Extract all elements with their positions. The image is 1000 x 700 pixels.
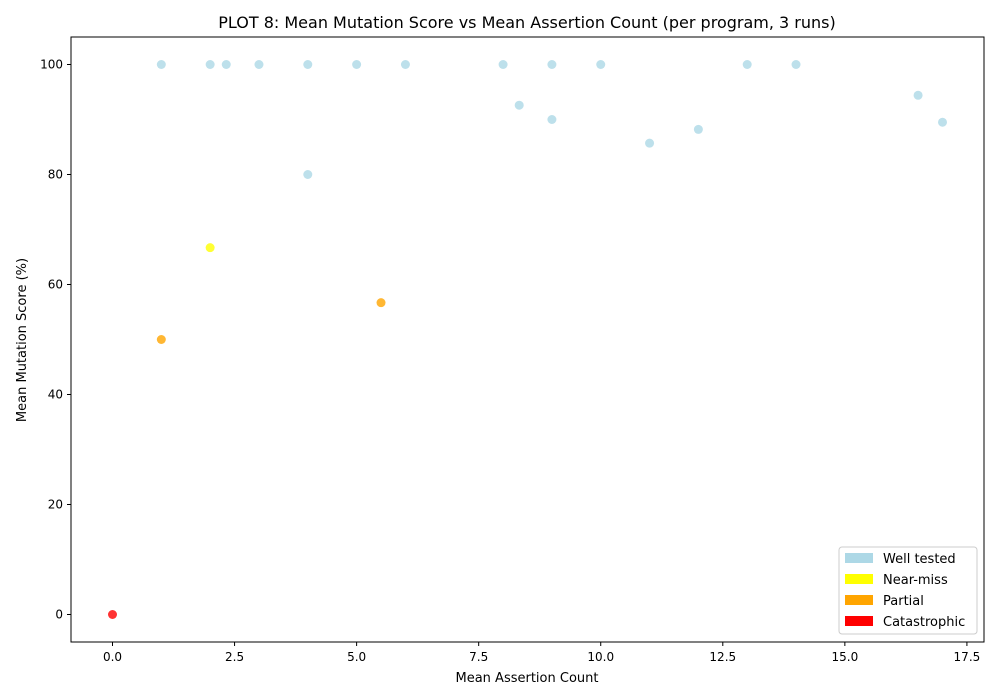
data-point bbox=[108, 610, 117, 619]
data-point bbox=[514, 100, 524, 110]
plot-area-frame bbox=[70, 36, 985, 643]
data-point bbox=[221, 60, 231, 69]
legend-swatch bbox=[845, 574, 873, 584]
y-tick-label: 40 bbox=[48, 388, 63, 402]
legend-swatch bbox=[845, 595, 873, 605]
chart-title: PLOT 8: Mean Mutation Score vs Mean Asse… bbox=[218, 13, 835, 32]
data-point bbox=[596, 60, 606, 69]
data-point bbox=[938, 117, 947, 127]
x-axis: 0.0 2.5 5.0 7.5 10.0 12.5 15.0 17.5 bbox=[103, 642, 980, 664]
data-point bbox=[352, 60, 362, 69]
data-point bbox=[791, 60, 801, 69]
data-point bbox=[205, 243, 215, 253]
legend-swatch bbox=[845, 616, 873, 626]
data-point bbox=[156, 60, 166, 69]
x-tick-label: 7.5 bbox=[469, 650, 488, 664]
x-tick-label: 10.0 bbox=[587, 650, 614, 664]
data-point bbox=[303, 60, 313, 69]
data-point bbox=[205, 60, 215, 69]
legend: Well tested Near-miss Partial Catastrophic bbox=[838, 546, 978, 635]
y-axis: 0 20 40 60 80 100 bbox=[40, 58, 71, 622]
y-tick-label: 100 bbox=[40, 58, 63, 72]
x-tick-label: 15.0 bbox=[831, 650, 858, 664]
data-point bbox=[547, 60, 557, 69]
data-point bbox=[254, 60, 264, 69]
x-tick-label: 0.0 bbox=[103, 650, 122, 664]
x-axis-title: Mean Assertion Count bbox=[456, 671, 599, 686]
x-tick-label: 5.0 bbox=[347, 650, 366, 664]
data-point bbox=[400, 60, 410, 69]
data-point bbox=[303, 170, 313, 179]
data-point bbox=[913, 90, 923, 100]
data-point bbox=[498, 60, 508, 69]
x-tick-label: 12.5 bbox=[709, 650, 736, 664]
legend-label: Catastrophic bbox=[883, 615, 965, 630]
legend-label: Well tested bbox=[883, 552, 956, 567]
data-point bbox=[693, 124, 703, 134]
data-point bbox=[742, 60, 752, 69]
x-tick-label: 17.5 bbox=[954, 650, 981, 664]
data-point bbox=[547, 115, 557, 124]
data-point bbox=[156, 335, 166, 344]
y-tick-label: 60 bbox=[48, 278, 63, 292]
y-tick-label: 80 bbox=[48, 168, 63, 182]
y-tick-label: 20 bbox=[48, 498, 63, 512]
y-axis-title: Mean Mutation Score (%) bbox=[15, 258, 30, 422]
data-point bbox=[645, 138, 655, 148]
data-point bbox=[376, 298, 386, 308]
y-tick-label: 0 bbox=[55, 608, 63, 622]
legend-label: Partial bbox=[883, 594, 924, 609]
legend-swatch bbox=[845, 553, 873, 563]
data-points bbox=[108, 60, 947, 619]
legend-label: Near-miss bbox=[883, 573, 948, 588]
x-tick-label: 2.5 bbox=[225, 650, 244, 664]
legend-box bbox=[838, 546, 978, 635]
